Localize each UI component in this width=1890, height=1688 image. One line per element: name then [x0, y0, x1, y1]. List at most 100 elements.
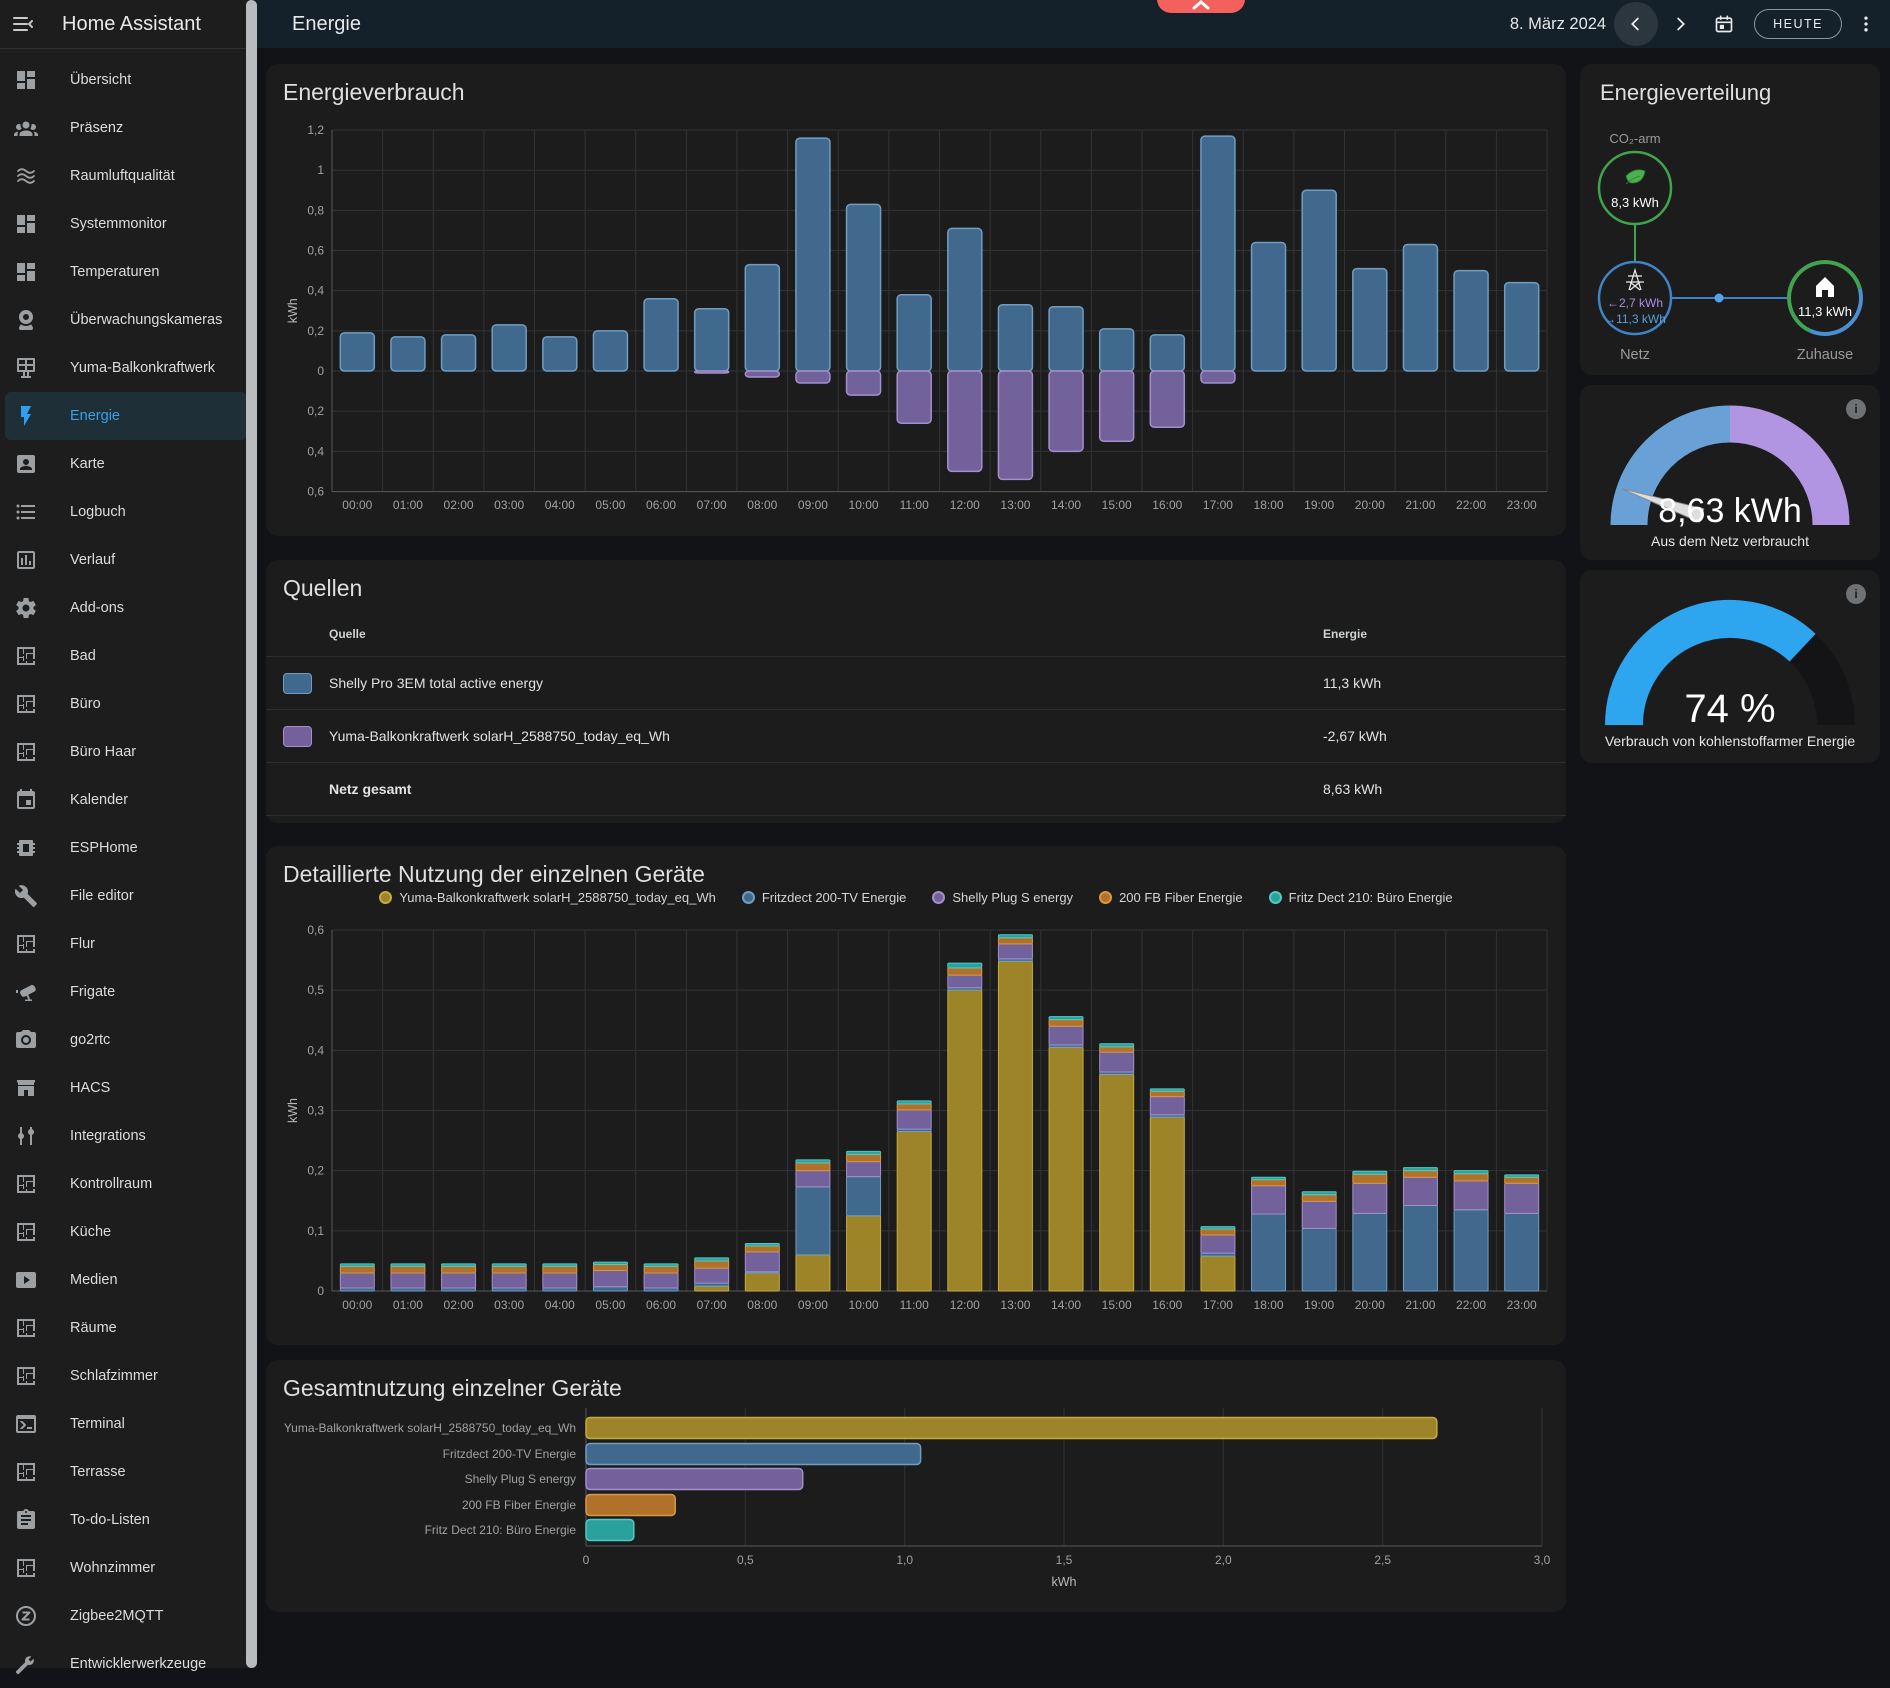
svg-text:0,4: 0,4 — [307, 444, 324, 458]
tune-icon — [14, 1124, 38, 1148]
svg-text:04:00: 04:00 — [545, 1298, 575, 1312]
sidebar-item-systemmonitor[interactable]: Systemmonitor — [5, 200, 247, 248]
sidebar-item-terrasse[interactable]: Terrasse — [5, 1448, 247, 1496]
svg-text:22:00: 22:00 — [1456, 498, 1486, 512]
overflow-menu-button[interactable] — [1848, 2, 1884, 46]
sidebar-item-karte[interactable]: Karte — [5, 440, 247, 488]
sidebar-item-medien[interactable]: Medien — [5, 1256, 247, 1304]
svg-text:Fritzdect 200-TV Energie: Fritzdect 200-TV Energie — [443, 1447, 577, 1461]
scroll-to-top-button[interactable] — [1157, 0, 1245, 13]
svg-text:02:00: 02:00 — [444, 1298, 474, 1312]
sidebar-item-label: Karte — [70, 456, 105, 472]
today-button[interactable]: HEUTE — [1754, 9, 1842, 39]
sidebar-item-to-do-listen[interactable]: To-do-Listen — [5, 1496, 247, 1544]
chart-box-icon — [14, 548, 38, 572]
sidebar-item-label: Zigbee2MQTT — [70, 1608, 163, 1624]
sidebar-item-terminal[interactable]: Terminal — [5, 1400, 247, 1448]
menu-toggle-icon[interactable] — [0, 12, 46, 36]
sidebar-item-add-ons[interactable]: Add-ons — [5, 584, 247, 632]
info-icon[interactable]: i — [1846, 399, 1866, 419]
next-day-button[interactable] — [1658, 2, 1702, 46]
calendar-icon — [1714, 14, 1734, 34]
sidebar-scrollbar[interactable] — [246, 0, 257, 1668]
svg-text:08:00: 08:00 — [747, 498, 777, 512]
bars-device-totals — [586, 1418, 1437, 1541]
sidebar-item-bersicht[interactable]: Übersicht — [5, 56, 247, 104]
grid-consumed-gauge[interactable] — [1580, 385, 1880, 560]
sidebar-item-k-che[interactable]: Küche — [5, 1208, 247, 1256]
svg-text:10:00: 10:00 — [849, 1298, 879, 1312]
sidebar-item-frigate[interactable]: Frigate — [5, 968, 247, 1016]
sidebar-item-label: Verlauf — [70, 552, 115, 568]
sidebar-item-b-ro-haar[interactable]: Büro Haar — [5, 728, 247, 776]
hammer-icon — [14, 1652, 38, 1676]
dots-vertical-icon — [1856, 14, 1876, 34]
svg-text:04:00: 04:00 — [545, 498, 575, 512]
energy-distribution-diagram[interactable]: CO₂-arm 8,3 kWh ←2,7 kWh →11,3 kWh Netz … — [1580, 64, 1880, 375]
sidebar-item-kalender[interactable]: Kalender — [5, 776, 247, 824]
svg-text:0,5: 0,5 — [737, 1553, 754, 1567]
sidebar-item-raumluftqualit-t[interactable]: Raumluftqualität — [5, 152, 247, 200]
sidebar-item-flur[interactable]: Flur — [5, 920, 247, 968]
svg-text:0,6: 0,6 — [307, 923, 324, 937]
device-usage-chart[interactable]: 00,10,20,30,40,50,600:0001:0002:0003:000… — [266, 846, 1566, 1345]
date-picker-button[interactable] — [1702, 2, 1746, 46]
flash-icon — [14, 404, 38, 428]
carbon-gauge-card: i 74 % Verbrauch von kohlenstoffarmer En… — [1580, 570, 1880, 763]
device-usage-card: Detaillierte Nutzung der einzelnen Gerät… — [266, 846, 1566, 1345]
sidebar-item-b-ro[interactable]: Büro — [5, 680, 247, 728]
sidebar-item-kontrollraum[interactable]: Kontrollraum — [5, 1160, 247, 1208]
sidebar-item-logbuch[interactable]: Logbuch — [5, 488, 247, 536]
svg-text:09:00: 09:00 — [798, 498, 828, 512]
sidebar-item-yuma-balkonkraftwerk[interactable]: Yuma-Balkonkraftwerk — [5, 344, 247, 392]
carbon-gauge[interactable] — [1580, 570, 1880, 763]
svg-text:0,4: 0,4 — [307, 284, 324, 298]
air-filter-icon — [14, 164, 38, 188]
svg-text:19:00: 19:00 — [1304, 498, 1334, 512]
sidebar-item-integrations[interactable]: Integrations — [5, 1112, 247, 1160]
device-totals-chart[interactable]: 00,51,01,52,02,53,0Yuma-Balkonkraftwerk … — [266, 1360, 1566, 1612]
chevron-right-icon — [1669, 13, 1691, 35]
camera-icon — [14, 1028, 38, 1052]
sidebar-item-verlauf[interactable]: Verlauf — [5, 536, 247, 584]
sidebar-item-hacs[interactable]: HACS — [5, 1064, 247, 1112]
cctv-icon — [14, 980, 38, 1004]
energy-flow-dot — [1715, 294, 1724, 303]
svg-text:0: 0 — [317, 1284, 324, 1298]
sidebar-item-temperaturen[interactable]: Temperaturen — [5, 248, 247, 296]
svg-text:Yuma-Balkonkraftwerk solarH_25: Yuma-Balkonkraftwerk solarH_2588750_toda… — [284, 1421, 576, 1435]
sidebar-item-pr-senz[interactable]: Präsenz — [5, 104, 247, 152]
info-icon[interactable]: i — [1846, 584, 1866, 604]
sidebar-item-r-ume[interactable]: Räume — [5, 1304, 247, 1352]
sidebar-item-wohnzimmer[interactable]: Wohnzimmer — [5, 1544, 247, 1592]
svg-text:01:00: 01:00 — [393, 1298, 423, 1312]
energy-consumption-chart[interactable]: 1,210,80,60,40,200,20,40,600:0001:0002:0… — [266, 64, 1566, 536]
sidebar-item-schlafzimmer[interactable]: Schlafzimmer — [5, 1352, 247, 1400]
svg-text:03:00: 03:00 — [494, 498, 524, 512]
sidebar-item-esphome[interactable]: ESPHome — [5, 824, 247, 872]
grid-consumed-gauge-card: i 8,63 kWh Aus dem Netz verbraucht — [1580, 385, 1880, 560]
sidebar-item-label: Entwicklerwerkzeuge — [70, 1656, 206, 1672]
sidebar-item-energie[interactable]: Energie — [5, 392, 247, 440]
svg-text:19:00: 19:00 — [1304, 1298, 1334, 1312]
co2-circle[interactable] — [1599, 152, 1671, 224]
view-dashboard-icon — [14, 260, 38, 284]
table-row: Shelly Pro 3EM total active energy11,3 k… — [266, 657, 1566, 710]
device-totals-card: Gesamtnutzung einzelner Geräte 00,51,01,… — [266, 1360, 1566, 1612]
sidebar-item-zigbee2mqtt[interactable]: Zigbee2MQTT — [5, 1592, 247, 1640]
sidebar-item-berwachungskameras[interactable]: Überwachungskameras — [5, 296, 247, 344]
svg-text:21:00: 21:00 — [1405, 1298, 1435, 1312]
svg-text:1,0: 1,0 — [896, 1553, 913, 1567]
console-icon — [14, 1412, 38, 1436]
sidebar-item-entwicklerwerkzeuge[interactable]: Entwicklerwerkzeuge — [5, 1640, 247, 1688]
sidebar-item-go2rtc[interactable]: go2rtc — [5, 1016, 247, 1064]
sidebar-item-file-editor[interactable]: File editor — [5, 872, 247, 920]
svg-text:17:00: 17:00 — [1203, 1298, 1233, 1312]
sidebar-item-bad[interactable]: Bad — [5, 632, 247, 680]
svg-text:200 FB Fiber Energie: 200 FB Fiber Energie — [462, 1498, 576, 1512]
source-energy-value: 8,63 kWh — [1323, 781, 1382, 797]
clipboard-icon — [14, 1508, 38, 1532]
svg-text:00:00: 00:00 — [342, 498, 372, 512]
grid-return-value: ←2,7 kWh — [1607, 296, 1663, 310]
previous-day-button[interactable] — [1614, 2, 1658, 46]
